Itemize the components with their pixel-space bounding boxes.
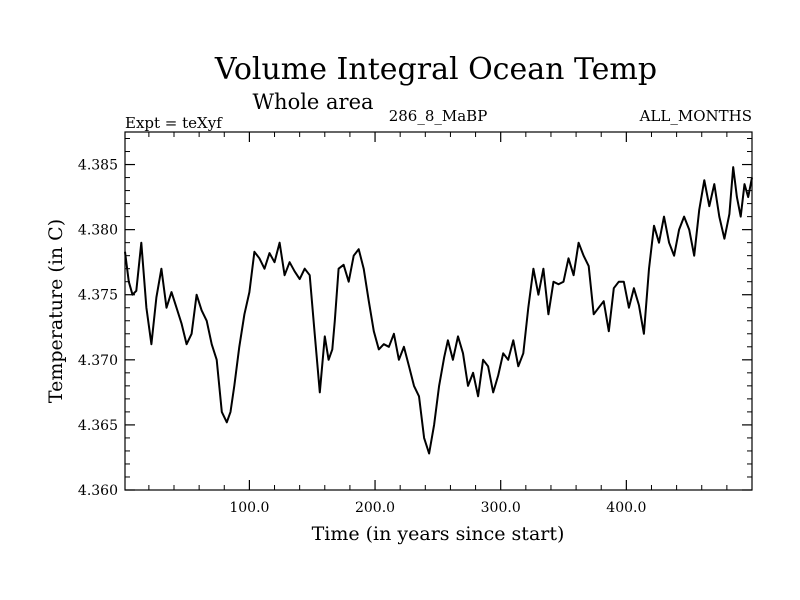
y-tick-label: 4.385: [78, 158, 118, 174]
minor-ticks: [125, 132, 752, 490]
months-label: ALL_MONTHS: [639, 107, 752, 125]
y-tick-label: 4.380: [78, 223, 118, 239]
x-tick-label: 100.0: [229, 500, 269, 516]
y-axis-label: Temperature (in C): [45, 219, 67, 403]
x-tick-label: 400.0: [606, 500, 646, 516]
chart-title: Volume Integral Ocean Temp: [214, 52, 657, 87]
y-tick-label: 4.365: [78, 418, 118, 434]
x-tick-label: 200.0: [355, 500, 395, 516]
run-label: 286_8_MaBP: [389, 107, 488, 125]
y-tick-label: 4.370: [78, 353, 118, 369]
y-axis: 4.360 4.365 4.370 4.375 4.380 4.385: [78, 158, 752, 499]
chart-subtitle: Whole area: [252, 90, 373, 114]
y-tick-label: 4.360: [78, 483, 118, 499]
plot-frame: [124, 131, 753, 491]
y-tick-label: 4.375: [78, 288, 118, 304]
x-axis: 100.0 200.0 300.0 400.0: [229, 132, 646, 516]
experiment-label: Expt = teXyf: [125, 114, 223, 132]
x-axis-label: Time (in years since start): [312, 523, 565, 545]
x-tick-label: 300.0: [481, 500, 521, 516]
temperature-line: [124, 166, 753, 455]
